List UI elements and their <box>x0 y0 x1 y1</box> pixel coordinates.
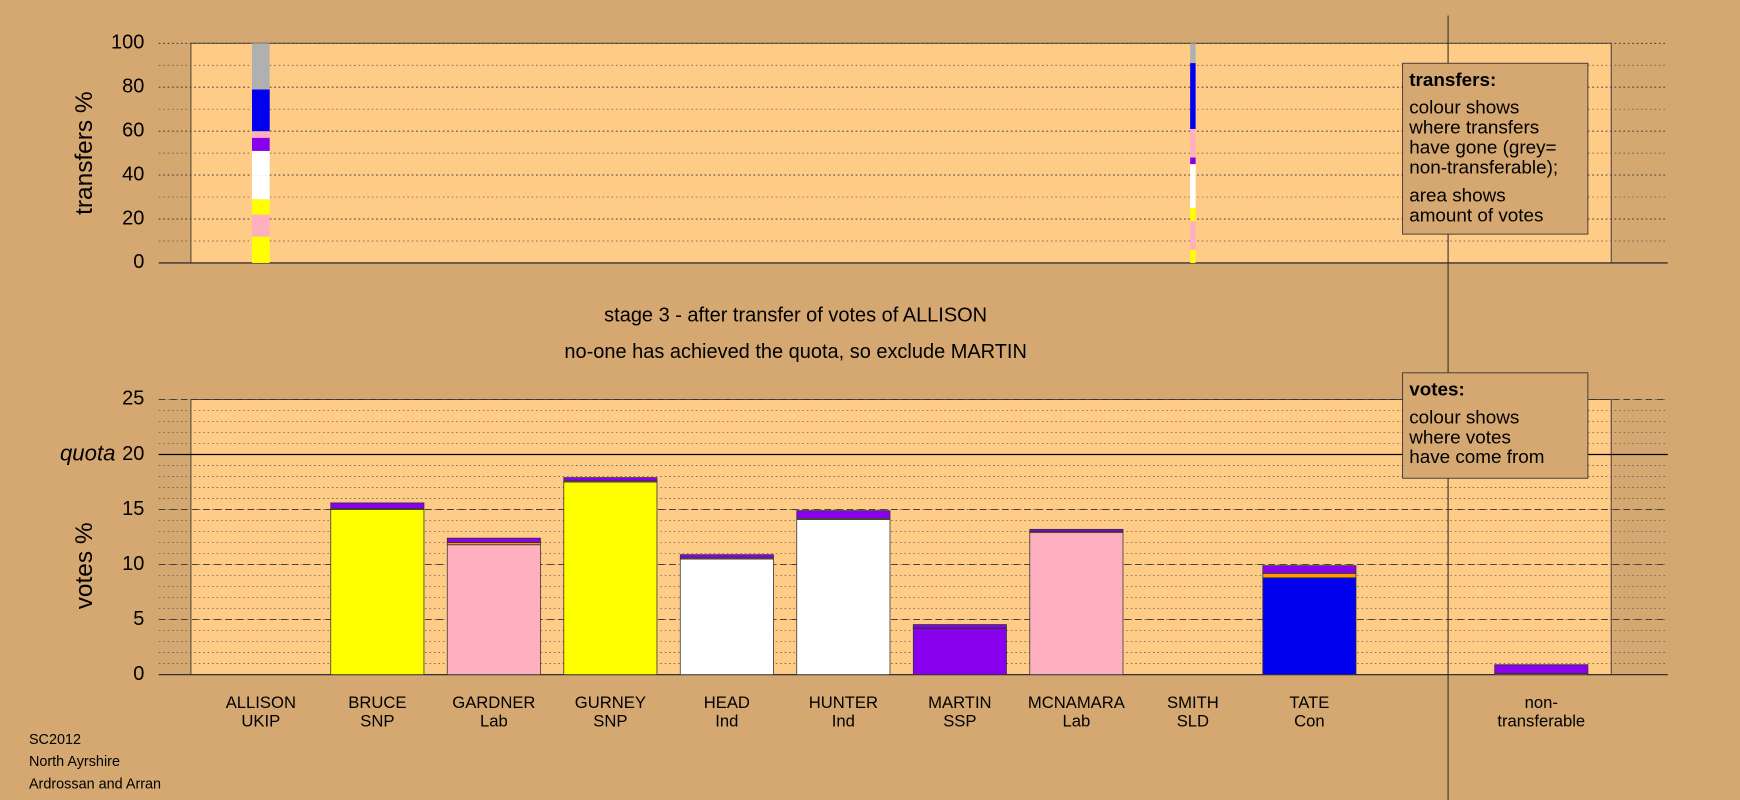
note-line: area shows <box>1409 184 1505 205</box>
x-tick-label: HUNTER <box>809 693 878 712</box>
bar-segment <box>1029 528 1124 532</box>
x-tick-sublabel: Lab <box>480 712 508 731</box>
bar-segment <box>563 477 658 482</box>
transfer-segment <box>251 89 270 132</box>
transfer-segment <box>1190 221 1196 250</box>
x-tick-sublabel: Ind <box>832 712 855 731</box>
bar-segment <box>1029 532 1124 676</box>
note-title: transfers: <box>1409 69 1496 90</box>
y-tick-label: 40 <box>122 163 144 185</box>
bar-segment <box>679 554 774 559</box>
x-tick-sublabel: Con <box>1294 712 1325 731</box>
transfer-segment <box>1190 164 1196 176</box>
x-tick-label: SMITH <box>1167 693 1219 712</box>
transfer-segment <box>1190 128 1196 158</box>
x-tick-sublabel: SSP <box>943 712 976 731</box>
x-tick-sublabel: Lab <box>1063 712 1091 731</box>
bar-segment <box>330 509 425 676</box>
transfer-segment <box>251 175 270 200</box>
y-axis-label: votes % <box>71 522 98 609</box>
bar-segment <box>912 624 1007 629</box>
quota-label: quota <box>60 440 116 465</box>
note-box <box>1402 62 1589 235</box>
note-title: votes: <box>1409 379 1465 400</box>
note-line: amount of votes <box>1409 204 1543 225</box>
transfer-segment <box>1190 63 1196 129</box>
bar-segment <box>1262 572 1357 579</box>
x-tick-sublabel: SNP <box>593 712 627 731</box>
x-tick-sublabel: Ind <box>715 712 738 731</box>
note-line: where transfers <box>1408 117 1539 138</box>
transfer-segment <box>251 43 270 90</box>
transfer-segment <box>1190 208 1196 222</box>
y-tick-label: 20 <box>122 443 144 465</box>
y-tick-label: 10 <box>122 553 144 575</box>
transfer-segment <box>251 214 270 237</box>
footer: North Ayrshire <box>29 754 120 770</box>
bar-segment <box>446 544 541 676</box>
transfer-segment <box>251 150 270 176</box>
x-tick-sublabel: SLD <box>1177 712 1209 731</box>
note-box <box>1402 372 1589 479</box>
x-tick-label: HEAD <box>704 693 750 712</box>
footer: SC2012 <box>29 732 81 748</box>
note-line: colour shows <box>1409 406 1519 427</box>
bar-segment <box>679 558 774 676</box>
transfer-segment <box>1190 157 1196 165</box>
transfer-segment <box>251 236 270 263</box>
transfer-segment <box>1190 175 1196 209</box>
bar-segment <box>330 502 425 509</box>
bar-segment <box>796 510 891 519</box>
bar-segment <box>1262 577 1357 676</box>
transfer-segment <box>251 131 270 138</box>
x-tick-label: GURNEY <box>575 693 646 712</box>
x-tick-label: GARDNER <box>452 693 535 712</box>
y-tick-label: 100 <box>111 32 144 54</box>
stage-subtitle: no-one has achieved the quota, so exclud… <box>564 341 1027 363</box>
transfer-segment <box>251 137 270 151</box>
stage-title: stage 3 - after transfer of votes of ALL… <box>604 305 987 327</box>
bar-segment <box>446 537 541 543</box>
footer: Ardrossan and Arran <box>29 776 161 792</box>
transfer-segment <box>1190 43 1196 64</box>
x-tick-sublabel: UKIP <box>241 712 280 731</box>
bar-segment <box>1262 565 1357 574</box>
transfer-segment <box>1190 249 1196 263</box>
note-line: colour shows <box>1409 97 1519 118</box>
y-tick-label: 60 <box>122 119 144 141</box>
y-tick-label: 5 <box>133 608 144 630</box>
y-tick-label: 25 <box>122 388 144 410</box>
y-axis-label: transfers % <box>71 91 98 214</box>
x-tick-label: non- <box>1525 693 1558 712</box>
y-tick-label: 0 <box>133 663 144 685</box>
note-line: where votes <box>1408 426 1511 447</box>
x-tick-label: MCNAMARA <box>1028 693 1126 712</box>
x-tick-label: ALLISON <box>226 693 296 712</box>
y-tick-label: 0 <box>133 251 144 273</box>
x-tick-label: TATE <box>1289 693 1329 712</box>
note-line: have gone (grey= <box>1409 137 1556 158</box>
x-tick-label: BRUCE <box>348 693 406 712</box>
x-tick-sublabel: transferable <box>1497 712 1585 731</box>
y-tick-label: 20 <box>122 207 144 229</box>
bar-segment <box>912 628 1007 676</box>
bar-segment <box>796 519 891 676</box>
x-tick-sublabel: SNP <box>360 712 394 731</box>
note-line: have come from <box>1409 446 1544 467</box>
bar-segment <box>1494 664 1589 674</box>
y-tick-label: 15 <box>122 498 144 520</box>
bar-segment <box>563 481 658 676</box>
y-tick-label: 80 <box>122 75 144 97</box>
note-line: non-transferable); <box>1409 157 1558 178</box>
x-tick-label: MARTIN <box>928 693 991 712</box>
transfer-segment <box>251 199 270 215</box>
